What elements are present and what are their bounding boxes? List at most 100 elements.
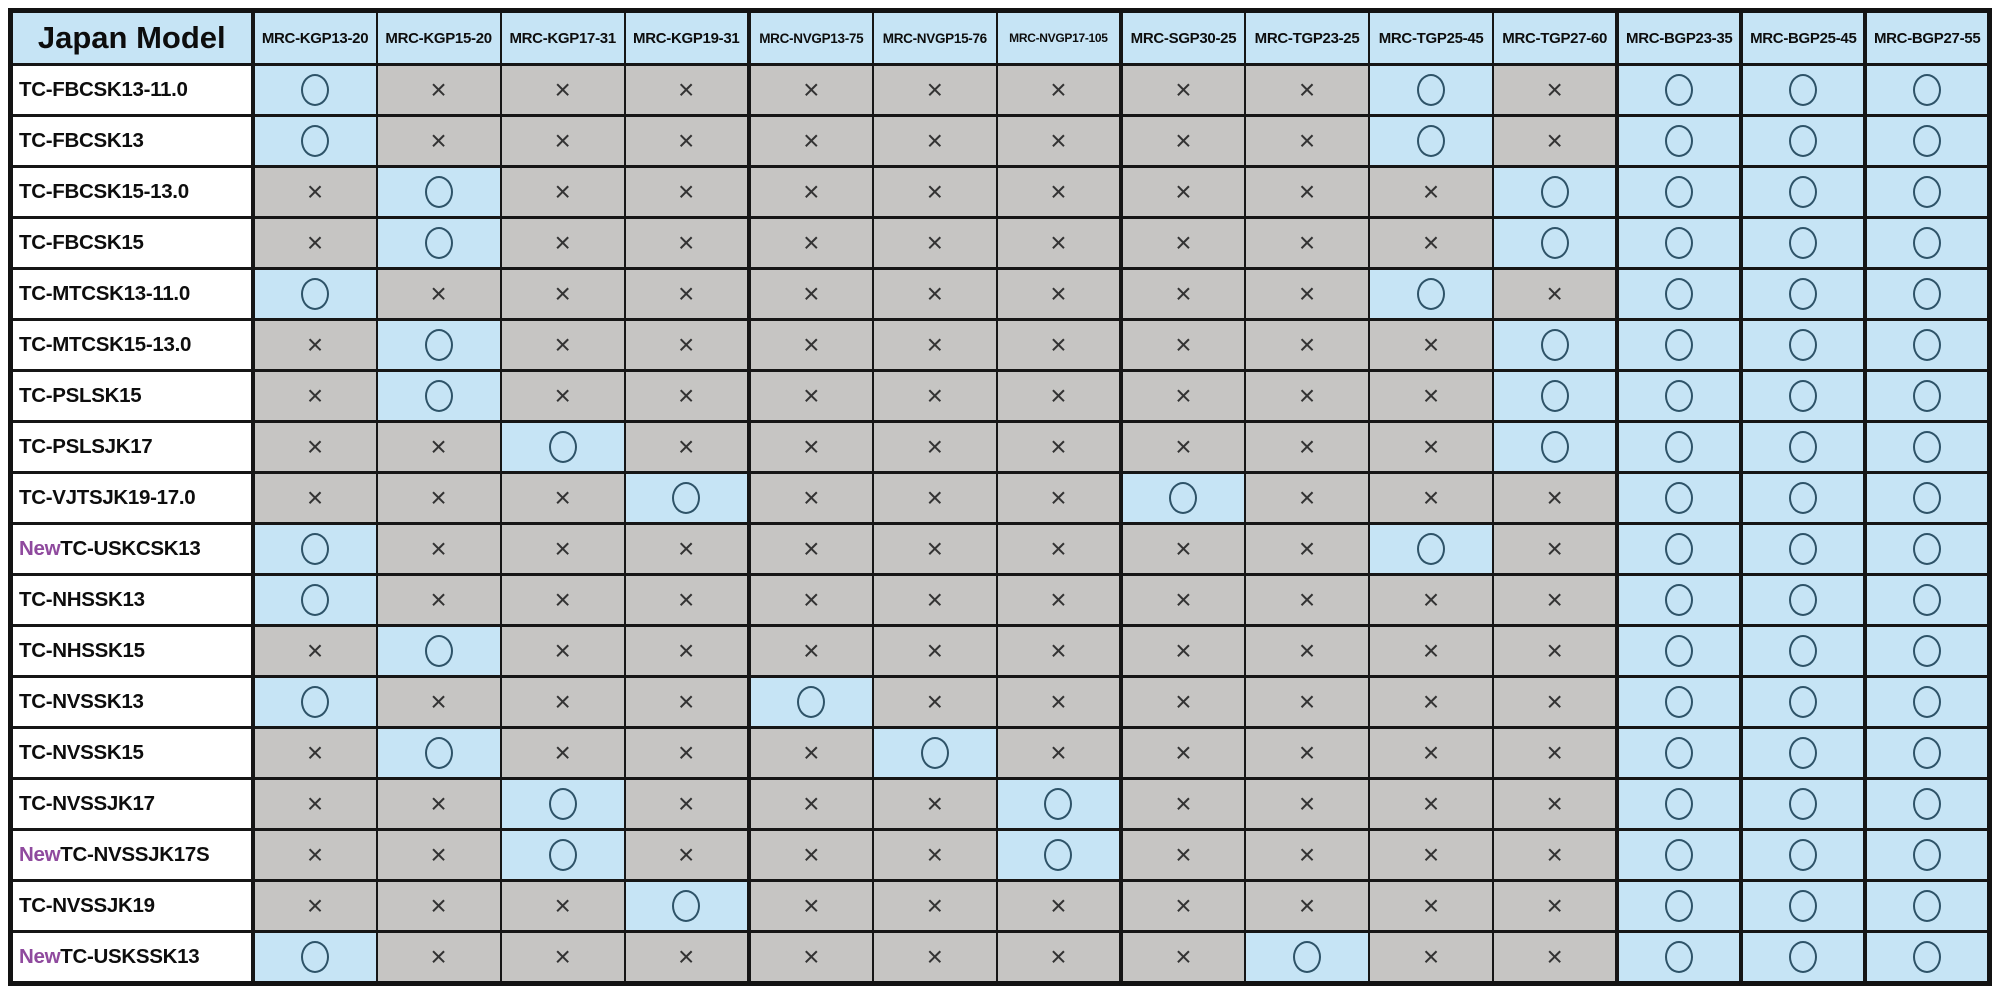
- compat-cell: ×: [995, 114, 1122, 168]
- cross-icon: ×: [1050, 482, 1067, 513]
- cross-icon: ×: [1050, 533, 1067, 564]
- cross-icon: ×: [1050, 278, 1067, 309]
- compat-cell: ×: [871, 828, 998, 882]
- compat-cell: ×: [499, 573, 626, 627]
- cross-icon: ×: [1546, 125, 1563, 156]
- cross-icon: ×: [554, 125, 571, 156]
- compat-cell: ×: [623, 573, 750, 627]
- circle-icon: [424, 737, 453, 769]
- cross-icon: ×: [678, 941, 695, 972]
- column-header: MRC-KGP13-20: [250, 9, 378, 66]
- cross-icon: ×: [1175, 533, 1192, 564]
- circle-icon: [1665, 227, 1694, 259]
- compat-cell: ×: [1118, 573, 1247, 627]
- cross-icon: ×: [1546, 533, 1563, 564]
- cross-icon: ×: [1175, 890, 1192, 921]
- compat-cell: [1863, 63, 1991, 117]
- compat-cell: [995, 777, 1122, 831]
- cross-icon: ×: [803, 431, 820, 462]
- cross-icon: ×: [1546, 839, 1563, 870]
- compat-cell: [1863, 216, 1991, 270]
- compat-cell: ×: [1243, 624, 1371, 678]
- cross-icon: ×: [1050, 941, 1067, 972]
- model-label: TC-VJTSJK19-17.0: [9, 471, 254, 525]
- model-label: TC-MTCSK15-13.0: [9, 318, 254, 372]
- compat-cell: [1739, 420, 1867, 474]
- compat-cell: [1368, 267, 1495, 321]
- compat-cell: ×: [1243, 318, 1371, 372]
- compat-cell: ×: [1118, 624, 1247, 678]
- cross-icon: ×: [1422, 176, 1440, 207]
- compat-cell: ×: [375, 828, 502, 882]
- compat-cell: ×: [623, 114, 750, 168]
- cross-icon: ×: [1546, 941, 1563, 972]
- circle-icon: [1540, 380, 1569, 412]
- circle-icon: [424, 176, 453, 208]
- compat-cell: [1615, 114, 1743, 168]
- compat-cell: ×: [1118, 420, 1247, 474]
- cross-icon: ×: [926, 533, 944, 564]
- compat-cell: ×: [995, 879, 1122, 933]
- compat-cell: ×: [1243, 165, 1371, 219]
- circle-icon: [1789, 329, 1818, 361]
- cross-icon: ×: [926, 839, 944, 870]
- cross-icon: ×: [1298, 227, 1316, 258]
- circle-icon: [548, 431, 577, 463]
- compat-cell: [1615, 930, 1743, 985]
- model-label: NewTC-NVSSJK17S: [9, 828, 254, 882]
- compat-cell: [1863, 879, 1991, 933]
- cross-icon: ×: [430, 431, 447, 462]
- compat-cell: ×: [250, 420, 378, 474]
- compat-cell: [1739, 63, 1867, 117]
- compat-cell: [375, 216, 502, 270]
- cross-icon: ×: [803, 125, 820, 156]
- circle-icon: [1293, 941, 1322, 973]
- column-header: MRC-TGP23-25: [1243, 9, 1371, 66]
- circle-icon: [424, 635, 453, 667]
- cross-icon: ×: [1298, 839, 1316, 870]
- cross-icon: ×: [1422, 686, 1440, 717]
- cross-icon: ×: [1298, 584, 1316, 615]
- cross-icon: ×: [926, 329, 944, 360]
- circle-icon: [1913, 584, 1942, 616]
- cross-icon: ×: [1050, 125, 1067, 156]
- cross-icon: ×: [1050, 176, 1067, 207]
- cross-icon: ×: [1546, 278, 1563, 309]
- cross-icon: ×: [306, 737, 324, 768]
- cross-icon: ×: [926, 227, 944, 258]
- cross-icon: ×: [1422, 635, 1440, 666]
- cross-icon: ×: [1298, 176, 1316, 207]
- compat-cell: [871, 726, 998, 780]
- compat-cell: ×: [1118, 165, 1247, 219]
- cross-icon: ×: [1546, 584, 1563, 615]
- compat-cell: ×: [995, 573, 1122, 627]
- compat-cell: ×: [995, 726, 1122, 780]
- cross-icon: ×: [678, 329, 695, 360]
- circle-icon: [1789, 125, 1818, 157]
- compat-cell: ×: [623, 675, 750, 729]
- circle-icon: [1789, 584, 1818, 616]
- compat-cell: [499, 828, 626, 882]
- compat-cell: ×: [623, 318, 750, 372]
- cross-icon: ×: [306, 890, 324, 921]
- cross-icon: ×: [1422, 329, 1440, 360]
- compat-cell: ×: [746, 522, 874, 576]
- compat-cell: [1739, 267, 1867, 321]
- compat-cell: ×: [250, 879, 378, 933]
- cross-icon: ×: [554, 176, 571, 207]
- compat-cell: ×: [375, 471, 502, 525]
- cross-icon: ×: [926, 74, 944, 105]
- circle-icon: [1789, 74, 1818, 106]
- compat-cell: [250, 522, 378, 576]
- compat-cell: ×: [1492, 624, 1619, 678]
- compat-cell: ×: [499, 114, 626, 168]
- cross-icon: ×: [678, 737, 695, 768]
- cross-icon: ×: [926, 584, 944, 615]
- compat-cell: ×: [1243, 267, 1371, 321]
- cross-icon: ×: [430, 839, 447, 870]
- circle-icon: [1540, 176, 1569, 208]
- compat-cell: ×: [250, 318, 378, 372]
- compat-cell: ×: [1118, 216, 1247, 270]
- column-header: MRC-NVGP17-105: [995, 9, 1122, 66]
- compat-cell: ×: [623, 522, 750, 576]
